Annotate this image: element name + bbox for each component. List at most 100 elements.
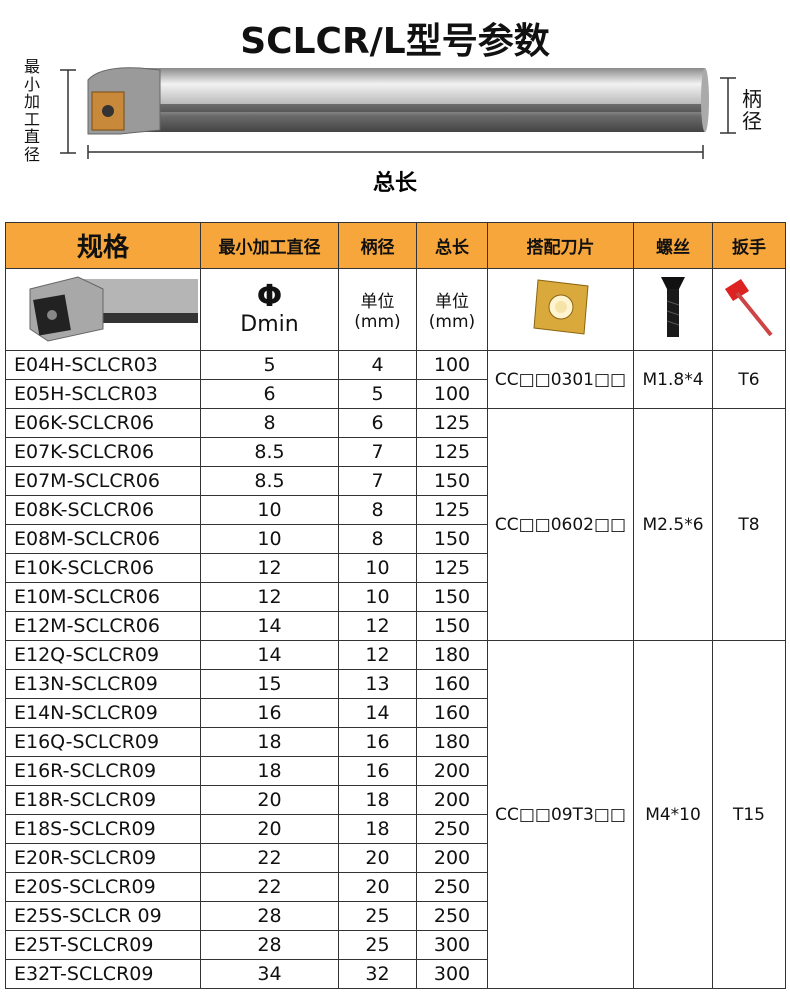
length-cell: 250 <box>416 872 488 902</box>
data-row: E16Q-SCLCR09 18 16 180 <box>5 727 786 757</box>
dmin-cell: 10 <box>200 495 339 525</box>
shank-cell: 20 <box>338 843 417 873</box>
length-unit-cell: 单位 (mm) <box>416 268 488 351</box>
insert-image-cell <box>487 268 634 351</box>
unit-mm: (mm) <box>354 312 401 332</box>
length-cell: 160 <box>416 698 488 728</box>
dmin-symbol: Φ <box>256 279 283 314</box>
length-cell: 150 <box>416 611 488 641</box>
shank-cell: 13 <box>338 669 417 699</box>
shank-cell: 7 <box>338 437 417 467</box>
model-cell: E20R-SCLCR09 <box>5 843 201 873</box>
dmin-cell: 28 <box>200 901 339 931</box>
data-row: E07M-SCLCR06 8.5 7 150 <box>5 466 786 496</box>
length-cell: 100 <box>416 379 488 409</box>
model-cell: E07K-SCLCR06 <box>5 437 201 467</box>
model-cell: E10M-SCLCR06 <box>5 582 201 612</box>
data-row: E08K-SCLCR06 10 8 125 <box>5 495 786 525</box>
image-row: Φ Dmin 单位 (mm) 单位 (mm) <box>5 268 786 351</box>
unit-mm: (mm) <box>428 312 476 332</box>
length-cell: 300 <box>416 959 488 989</box>
model-cell: E32T-SCLCR09 <box>5 959 201 989</box>
shank-cell: 16 <box>338 756 417 786</box>
tool-screw <box>102 105 114 117</box>
length-cell: 250 <box>416 814 488 844</box>
shank-label: 柄径 <box>742 87 762 133</box>
length-cell: 160 <box>416 669 488 699</box>
model-cell: E10K-SCLCR06 <box>5 553 201 583</box>
dmin-cell: 5 <box>200 350 339 380</box>
dmin-cell: 10 <box>200 524 339 554</box>
header-cell: 扳手 <box>712 222 786 269</box>
dmin-cell: 14 <box>200 640 339 670</box>
shank-cell: 10 <box>338 553 417 583</box>
model-cell: E16R-SCLCR09 <box>5 756 201 786</box>
dmin-cell: 8 <box>200 408 339 438</box>
screw-image <box>661 277 685 337</box>
length-cell: 150 <box>416 466 488 496</box>
shank-unit-cell: 单位 (mm) <box>338 268 417 351</box>
dmin-cell: 18 <box>200 727 339 757</box>
length-cell: 150 <box>416 582 488 612</box>
shank-cell: 20 <box>338 872 417 902</box>
shank-cell: 4 <box>338 350 417 380</box>
title: SCLCR/L型号参数 <box>240 21 550 62</box>
dmin-cell: 22 <box>200 843 339 873</box>
tool-end <box>701 68 709 132</box>
dmin-cell: 15 <box>200 669 339 699</box>
shank-cell: 16 <box>338 727 417 757</box>
tool-shank <box>130 68 705 132</box>
screw-cell: M4*10 <box>633 640 713 989</box>
model-cell: E18S-SCLCR09 <box>5 814 201 844</box>
wrench-cell: T8 <box>712 408 786 641</box>
unit: 单位 <box>435 292 469 312</box>
screw-cell: M1.8*4 <box>633 350 713 409</box>
dmin-text: Dmin <box>240 312 299 337</box>
model-cell: E25T-SCLCR09 <box>5 930 201 960</box>
shank-cell: 8 <box>338 495 417 525</box>
length-cell: 200 <box>416 756 488 786</box>
tool-photo-cell <box>5 268 201 351</box>
model-cell: E07M-SCLCR06 <box>5 466 201 496</box>
data-row: E12M-SCLCR06 14 12 150 <box>5 611 786 641</box>
length-cell: 180 <box>416 640 488 670</box>
spec-table: 规格 最小加工直径 柄径 总长 搭配刀片 螺丝 扳手 Φ Dmin 单位 (mm) … <box>5 222 786 989</box>
shank-cell: 7 <box>338 466 417 496</box>
dmin-cell: 12 <box>200 553 339 583</box>
wrench-image <box>725 279 773 337</box>
length-label: 总长 <box>373 170 418 196</box>
length-cell: 125 <box>416 495 488 525</box>
dimension-lines <box>60 69 736 159</box>
data-row: E20R-SCLCR09 22 20 200 <box>5 843 786 873</box>
data-row: E25S-SCLCR 09 28 25 250 <box>5 901 786 931</box>
wrench-image-cell <box>712 268 786 351</box>
table-body: E04H-SCLCR03 5 4 100 CC□□0301□□ M1.8*4 T6 E05H-… <box>5 350 786 989</box>
dmin-cell: 34 <box>200 959 339 989</box>
length-cell: 125 <box>416 437 488 467</box>
shank-cell: 25 <box>338 901 417 931</box>
dmin-cell: 20 <box>200 785 339 815</box>
model-cell: E20S-SCLCR09 <box>5 872 201 902</box>
shank-cell: 12 <box>338 611 417 641</box>
wrench-cell: T15 <box>712 640 786 989</box>
length-cell: 150 <box>416 524 488 554</box>
data-row: E32T-SCLCR09 34 32 300 <box>5 959 786 989</box>
dmin-cell: 18 <box>200 756 339 786</box>
data-row: E08M-SCLCR06 10 8 150 <box>5 524 786 554</box>
model-cell: E04H-SCLCR03 <box>5 350 201 380</box>
dmin-cell: 6 <box>200 379 339 409</box>
dmin-cell: 12 <box>200 582 339 612</box>
data-row: E20S-SCLCR09 22 20 250 <box>5 872 786 902</box>
length-cell: 200 <box>416 843 488 873</box>
shank-cell: 6 <box>338 408 417 438</box>
insert-image <box>532 279 589 335</box>
dmin-cell: Φ Dmin <box>200 268 339 351</box>
shank-cell: 25 <box>338 930 417 960</box>
header-cell: 螺丝 <box>633 222 713 269</box>
dmin-cell: 20 <box>200 814 339 844</box>
insert-cell: CC□□09T3□□ <box>487 640 634 989</box>
length-cell: 300 <box>416 930 488 960</box>
min-dia-label: 最小加工直径 <box>24 57 41 164</box>
model-cell: E12Q-SCLCR09 <box>5 640 201 670</box>
model-cell: E08M-SCLCR06 <box>5 524 201 554</box>
